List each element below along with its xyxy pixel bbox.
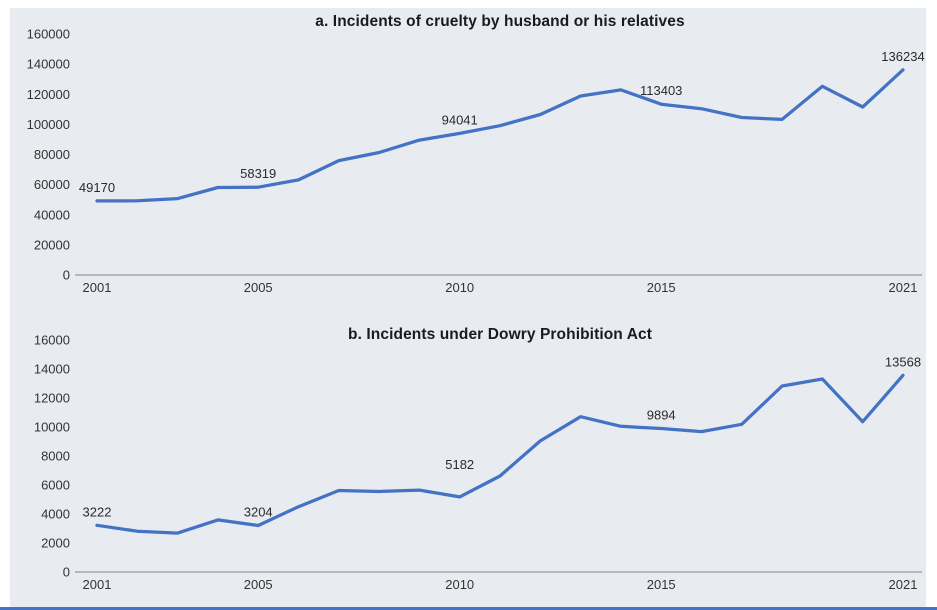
figure-bottom-border: [0, 607, 937, 610]
y-tick-label: 4000: [41, 507, 70, 522]
x-tick-label: 2015: [647, 280, 676, 295]
y-tick-label: 160000: [27, 27, 70, 42]
data-label: 94041: [442, 112, 478, 127]
x-tick-label: 2005: [244, 280, 273, 295]
data-label: 49170: [79, 180, 115, 195]
y-tick-label: 100000: [27, 117, 70, 132]
y-tick-label: 2000: [41, 536, 70, 551]
y-tick-label: 140000: [27, 57, 70, 72]
y-tick-label: 8000: [41, 449, 70, 464]
data-label: 136234: [881, 49, 924, 64]
y-tick-label: 60000: [34, 177, 70, 192]
data-label: 9894: [647, 408, 676, 423]
data-label: 13568: [885, 354, 921, 369]
data-label: 113403: [640, 83, 682, 98]
y-tick-label: 40000: [34, 207, 70, 222]
x-tick-label: 2021: [889, 280, 918, 295]
x-tick-label: 2001: [83, 577, 112, 592]
series-line: [95, 68, 905, 203]
y-tick-label: 80000: [34, 147, 70, 162]
y-tick-label: 10000: [34, 420, 70, 435]
x-tick-label: 2010: [445, 577, 474, 592]
x-tick-label: 2015: [647, 577, 676, 592]
y-tick-label: 0: [63, 565, 70, 580]
y-tick-label: 16000: [34, 333, 70, 348]
y-tick-label: 120000: [27, 87, 70, 102]
y-tick-label: 14000: [34, 362, 70, 377]
chart-panel: [10, 8, 926, 607]
chart-a-title: a. Incidents of cruelty by husband or hi…: [315, 13, 685, 30]
y-tick-label: 6000: [41, 478, 70, 493]
data-label: 3204: [244, 505, 273, 520]
x-tick-label: 2001: [83, 280, 112, 295]
y-tick-label: 20000: [34, 237, 70, 252]
data-label: 58319: [240, 166, 276, 181]
data-label: 3222: [83, 504, 112, 519]
x-tick-label: 2021: [889, 577, 918, 592]
y-tick-label: 0: [63, 268, 70, 283]
y-tick-label: 12000: [34, 391, 70, 406]
chart-b-title: b. Incidents under Dowry Prohibition Act: [348, 326, 652, 343]
series-line: [95, 373, 905, 535]
x-tick-label: 2010: [445, 280, 474, 295]
data-label: 5182: [445, 457, 474, 472]
x-tick-label: 2005: [244, 577, 273, 592]
